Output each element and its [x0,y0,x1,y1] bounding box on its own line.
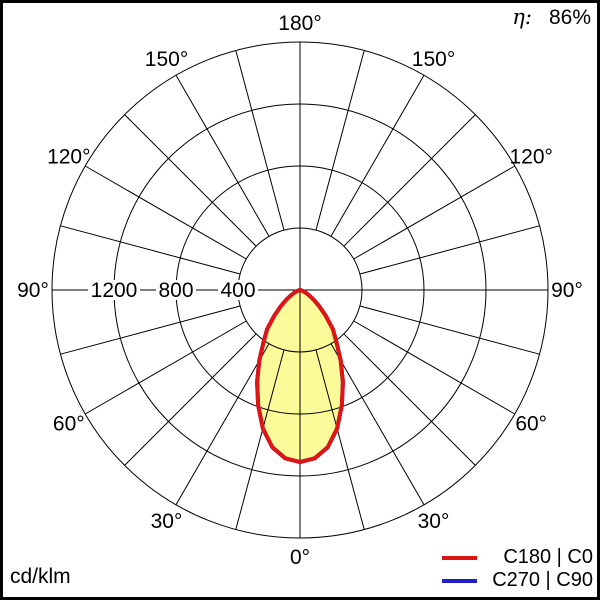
grid-spoke-285 [60,305,241,355]
radial-tick-label-1200: 1200 [91,279,138,302]
radial-tick-label-400: 400 [220,279,255,302]
tick-label-mask [88,280,140,300]
angle-label-0: 0° [290,546,310,569]
angle-label-30-right: 30° [418,510,450,533]
grid-spoke-315 [124,333,257,466]
angle-label-150-left: 150° [145,48,188,71]
angle-label-90-left: 90° [17,279,49,302]
legend-label-c180-c0: C180 | C0 [503,546,593,568]
legend-item-c90: C270 | C90 [442,569,593,592]
angle-label-60-left: 60° [53,413,85,436]
grid-spoke-15 [315,349,365,530]
grid-spoke-195 [235,50,285,231]
angle-label-90-right: 90° [551,279,583,302]
grid-spoke-240 [84,165,247,260]
angle-label-180: 180° [278,12,321,35]
grid-spoke-255 [60,225,241,275]
curve-c180-c0 [255,288,345,465]
radial-tick-label-800: 800 [158,279,193,302]
grid-spoke-30 [330,343,425,506]
grid-spoke-300 [84,320,247,415]
eta-value: 86% [548,6,591,29]
grid-spoke-330 [175,343,270,506]
polar-grid [51,41,549,539]
grid-spoke-135 [343,114,476,247]
eta-symbol: η: [512,5,532,29]
angle-label-120-right: 120° [509,146,552,169]
angle-label-60-right: 60° [515,413,547,436]
grid-spoke-45 [343,333,476,466]
legend-line-c180-c0 [442,555,477,560]
legend: C180 | C0 C270 | C90 [442,546,593,592]
tick-label-mask [156,280,196,300]
unit-label: cd/klm [10,565,71,588]
angle-label-30-left: 30° [151,510,183,533]
angle-label-150-right: 150° [412,48,455,71]
angle-label-120-left: 120° [47,146,90,169]
grid-spoke-165 [315,50,365,231]
grid-spoke-120 [353,165,516,260]
efficiency-readout: η: 86% [512,5,591,30]
legend-label-c270-c90: C270 | C90 [492,569,593,591]
legend-line-c270-c90 [442,578,477,583]
grid-spoke-150 [330,74,425,237]
grid-spoke-345 [235,349,285,530]
legend-item-c0: C180 | C0 [442,546,593,569]
grid-spoke-210 [175,74,270,237]
tick-label-mask [218,280,258,300]
grid-spoke-105 [359,225,540,275]
grid-spoke-75 [359,305,540,355]
grid-spoke-225 [124,114,257,247]
radial-tick-labels: 1200 800 400 [88,279,258,302]
grid-spoke-60 [353,320,516,415]
angle-labels: 180° 150° 150° 120° 120° 90° 90° 60° 60° 30° 30° 0° [17,12,583,569]
